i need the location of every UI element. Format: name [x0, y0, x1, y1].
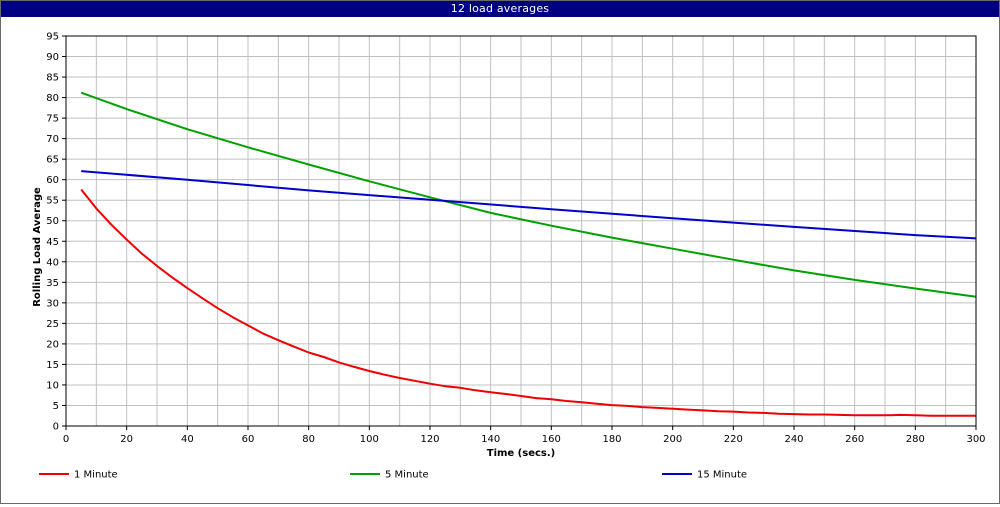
y-tick-label: 65 — [46, 155, 59, 166]
y-tick-label: 60 — [46, 175, 59, 186]
x-tick-label: 60 — [242, 434, 255, 445]
x-tick-label: 180 — [602, 434, 621, 445]
x-tick-label: 220 — [724, 434, 743, 445]
y-tick-label: 75 — [46, 114, 59, 125]
y-tick-label: 40 — [46, 257, 59, 268]
y-tick-label: 10 — [46, 380, 59, 391]
x-tick-label: 280 — [906, 434, 925, 445]
grid — [66, 35, 976, 426]
y-tick-label: 55 — [46, 196, 59, 207]
plot-frame — [65, 35, 977, 427]
y-tick-label: 45 — [46, 237, 59, 248]
window-title: 12 load averages — [1, 1, 999, 17]
y-tick-label: 90 — [46, 52, 59, 63]
series-line-1 — [80, 188, 976, 417]
y-tick-label: 15 — [46, 360, 59, 371]
x-tick-label: 80 — [302, 434, 315, 445]
series-line-2 — [80, 91, 977, 298]
y-tick-label: 35 — [46, 278, 59, 289]
x-tick-label: 160 — [542, 434, 561, 445]
x-tick-label: 300 — [966, 434, 985, 445]
x-tick-label: 240 — [784, 434, 803, 445]
x-tick-label: 260 — [845, 434, 864, 445]
y-tick-label: 80 — [46, 93, 59, 104]
x-tick-label: 200 — [663, 434, 682, 445]
y-tick-label: 25 — [46, 319, 59, 330]
legend-label: 15 Minute — [697, 470, 747, 481]
x-axis-label: Time (secs.) — [487, 448, 556, 459]
x-tick-label: 20 — [120, 434, 133, 445]
y-tick-label: 50 — [46, 216, 59, 227]
y-tick-label: 20 — [46, 339, 59, 350]
legend-label: 1 Minute — [74, 470, 118, 481]
legend-label: 5 Minute — [385, 470, 429, 481]
legend: 1 Minute 5 Minute 15 Minute — [39, 470, 747, 481]
axes: 0 5 10 15 20 25 30 35 40 45 50 55 60 65 70 75 80 85 90 95 0 2… — [46, 32, 985, 446]
y-tick-label: 95 — [46, 32, 59, 43]
y-tick-label: 0 — [53, 422, 59, 433]
y-tick-label: 70 — [46, 134, 59, 145]
load-average-chart: 0 5 10 15 20 25 30 35 40 45 50 55 60 65 70 75 80 85 90 95 0 2… — [32, 32, 986, 481]
x-tick-label: 0 — [63, 434, 69, 445]
series-line-3 — [81, 170, 977, 240]
y-axis-label: Rolling Load Average — [32, 187, 43, 307]
x-tick-label: 100 — [360, 434, 379, 445]
x-tick-label: 40 — [181, 434, 194, 445]
x-tick-label: 140 — [481, 434, 500, 445]
x-tick-label: 120 — [420, 434, 439, 445]
y-tick-label: 30 — [46, 298, 59, 309]
series-lines — [80, 91, 977, 417]
y-tick-label: 85 — [46, 73, 59, 84]
y-tick-label: 5 — [53, 401, 59, 412]
